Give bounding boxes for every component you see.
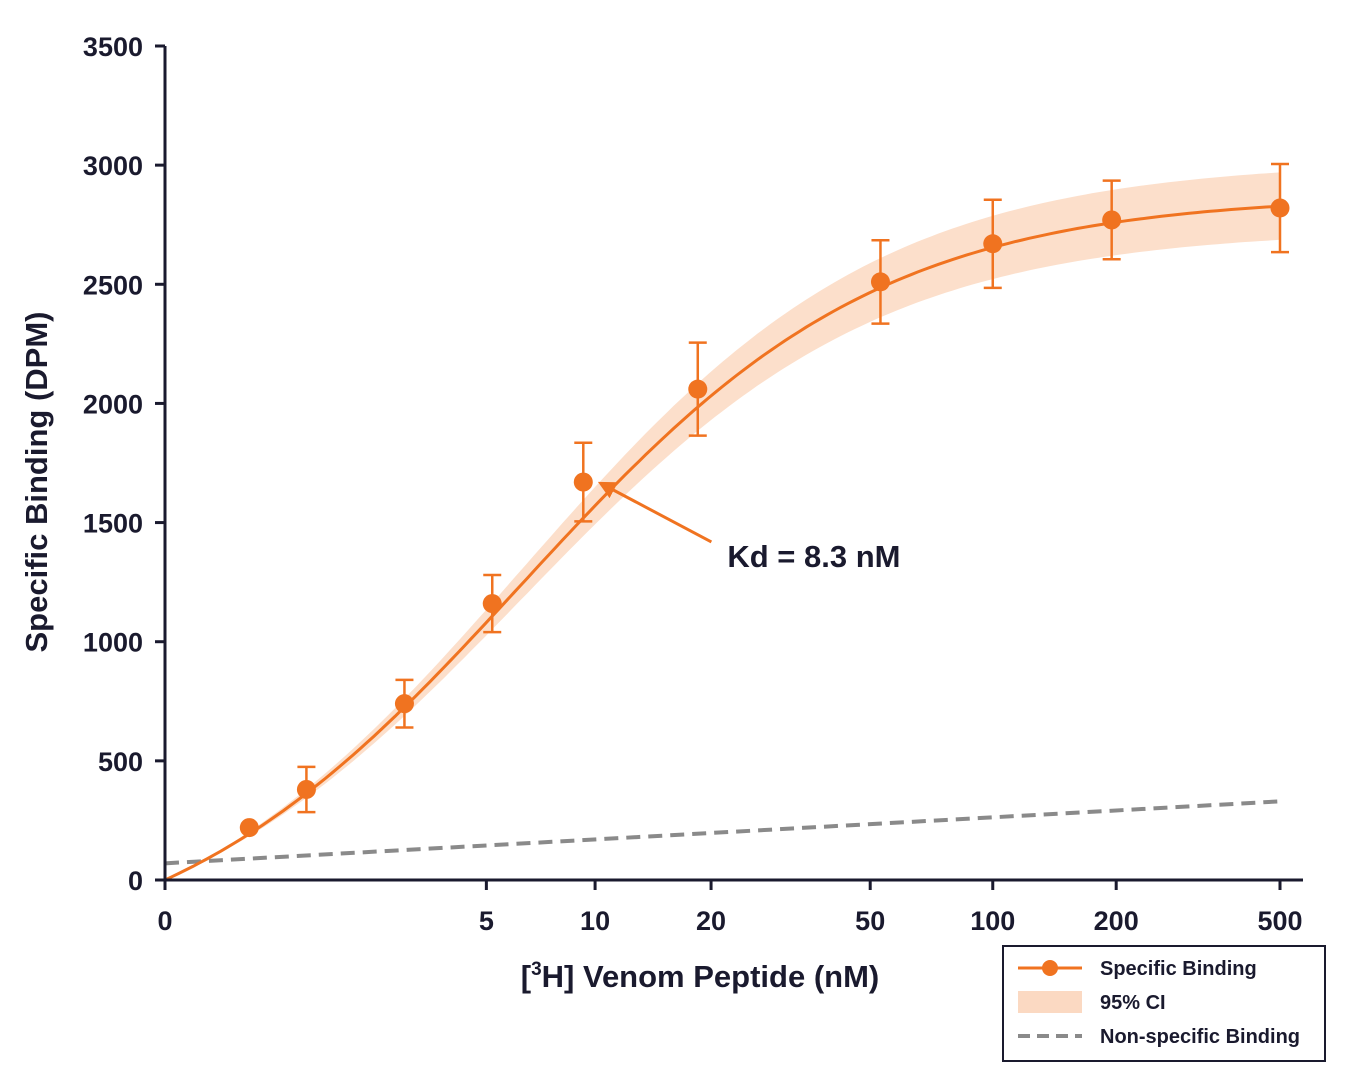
x-tick-label: 100 xyxy=(970,906,1015,936)
kd-arrow xyxy=(597,481,713,544)
nonspecific-line xyxy=(164,799,1281,866)
y-tick-label: 2000 xyxy=(83,389,143,419)
y-tick-label: 1000 xyxy=(83,628,143,658)
y-tick-label: 3000 xyxy=(83,151,143,181)
x-tick-label: 500 xyxy=(1257,906,1302,936)
data-point xyxy=(394,694,414,714)
data-point xyxy=(573,472,593,492)
kd-annotation: Kd = 8.3 nM xyxy=(727,539,900,574)
ci-band xyxy=(165,172,1280,880)
y-axis-title: Specific Binding (DPM) xyxy=(19,312,54,653)
x-axis-title: [3H] Venom Peptide (nM) xyxy=(521,959,879,994)
x-tick-label: 50 xyxy=(855,906,885,936)
legend-ci-label: 95% CI xyxy=(1100,992,1166,1014)
x-ticks: 0 5 10 20 50 100 200 500 xyxy=(157,880,1303,936)
ci-band-layer xyxy=(165,172,1280,880)
x-tick-label: 5 xyxy=(479,906,494,936)
fit-curve-layer xyxy=(164,204,1281,882)
fit-curve xyxy=(164,204,1281,882)
data-point xyxy=(983,234,1003,254)
data-point xyxy=(688,379,708,399)
data-point xyxy=(239,818,259,838)
legend: Specific Binding 95% CI Non-specific Bin… xyxy=(1002,945,1326,1062)
x-axis-title-rest: H] Venom Peptide (nM) xyxy=(542,959,880,994)
y-tick-label: 1500 xyxy=(83,509,143,539)
nonspecific-layer xyxy=(164,799,1281,866)
x-tick-label: 200 xyxy=(1094,906,1139,936)
y-tick-label: 500 xyxy=(98,747,143,777)
y-ticks: 0 500 1000 1500 2000 2500 3000 3500 xyxy=(83,32,165,896)
y-tick-label: 3500 xyxy=(83,32,143,62)
data-point xyxy=(1102,210,1122,230)
x-tick-label: 0 xyxy=(157,906,172,936)
data-points-layer xyxy=(239,198,1290,838)
legend-nsb-label: Non-specific Binding xyxy=(1100,1026,1300,1048)
legend-specific-marker xyxy=(1042,960,1058,976)
error-bars-layer xyxy=(297,162,1289,814)
legend-ci-swatch xyxy=(1018,991,1082,1013)
data-point xyxy=(870,272,890,292)
y-tick-label: 0 xyxy=(128,866,143,896)
data-point xyxy=(296,779,316,799)
y-tick-label: 2500 xyxy=(83,270,143,300)
legend-specific-label: Specific Binding xyxy=(1100,958,1257,980)
x-tick-label: 20 xyxy=(696,906,726,936)
x-axis-title-superscript: 3 xyxy=(531,959,542,980)
x-axis-title-prefix: [ xyxy=(521,959,531,994)
x-tick-label: 10 xyxy=(580,906,610,936)
data-point xyxy=(1270,198,1290,218)
data-point xyxy=(482,594,502,614)
